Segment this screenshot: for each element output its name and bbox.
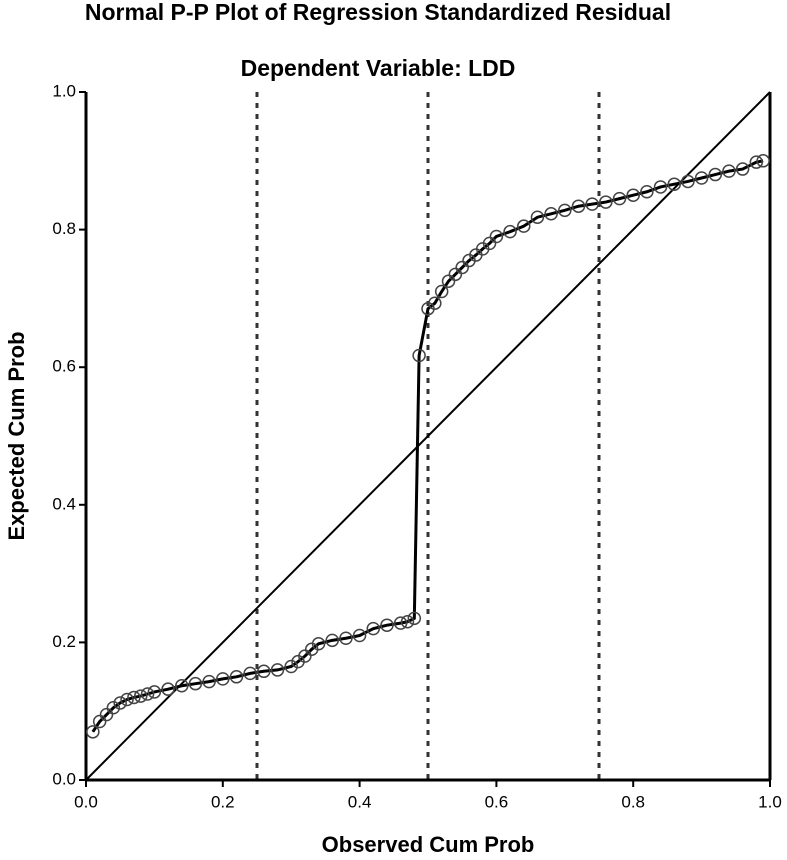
data-point (311, 637, 326, 651)
chart-title: Normal P-P Plot of Regression Standardiz… (85, 0, 671, 25)
data-point (133, 689, 148, 703)
data-point (393, 616, 408, 630)
data-point (544, 207, 558, 221)
data-point (749, 155, 764, 169)
y-tick-label: 0.6 (52, 357, 76, 376)
data-point (352, 628, 367, 643)
data-point (188, 676, 203, 691)
data-point (339, 631, 353, 646)
y-tick-label: 0.0 (52, 769, 76, 788)
data-point (599, 195, 613, 209)
data-point (161, 682, 175, 696)
data-point (681, 174, 695, 189)
data-point (325, 633, 339, 648)
data-point (407, 611, 422, 626)
x-tick-label: 0.8 (621, 792, 645, 811)
x-tick-label: 0.4 (348, 792, 372, 811)
data-point (482, 236, 497, 251)
data-point (455, 260, 469, 275)
data-point (434, 284, 449, 299)
data-line (91, 159, 764, 733)
data-point (113, 696, 127, 710)
data-point (92, 714, 107, 729)
data-point (735, 162, 750, 176)
data-point (106, 701, 121, 715)
data-point (448, 267, 463, 282)
data-point (558, 203, 572, 218)
data-point (722, 164, 736, 178)
data-point (127, 690, 141, 705)
y-tick-label: 0.4 (52, 494, 76, 513)
diagonal-line (85, 91, 771, 781)
data-point (428, 296, 442, 310)
data-point (708, 167, 723, 182)
data-point (298, 649, 312, 663)
data-point (147, 685, 162, 699)
y-tick-label: 1.0 (52, 81, 76, 100)
data-point (756, 154, 770, 168)
y-tick-label: 0.8 (52, 219, 76, 238)
data-point (612, 191, 627, 206)
x-tick-label: 0.2 (211, 792, 235, 811)
data-point (653, 180, 668, 194)
data-point (489, 229, 504, 244)
data-point (86, 725, 100, 739)
data-point (640, 185, 654, 199)
data-point (400, 615, 415, 629)
data-point (175, 678, 189, 693)
data-point (99, 707, 114, 722)
data-point (380, 618, 394, 632)
data-point (503, 224, 517, 239)
data-point (626, 188, 640, 202)
data-point (366, 621, 381, 636)
data-point (140, 687, 155, 701)
data-point (694, 171, 709, 185)
data-point (257, 664, 271, 679)
data-point (202, 674, 216, 689)
data-point (412, 348, 426, 363)
data-point (530, 210, 545, 224)
data-point (441, 274, 456, 288)
x-tick-label: 1.0 (758, 792, 782, 811)
x-tick-label: 0.6 (485, 792, 509, 811)
data-point (120, 692, 134, 707)
data-point (243, 666, 257, 681)
x-tick-label: 0.0 (74, 792, 98, 811)
y-tick-label: 0.2 (52, 632, 76, 651)
data-point (270, 663, 285, 677)
data-point (517, 219, 531, 233)
data-point (585, 197, 599, 211)
data-point (229, 670, 244, 684)
y-axis-label: Expected Cum Prob (4, 331, 29, 540)
data-point (571, 199, 586, 213)
data-point (667, 177, 681, 191)
data-point (284, 659, 298, 674)
data-point (216, 672, 230, 686)
chart-subtitle: Dependent Variable: LDD (241, 55, 516, 81)
x-axis-label: Observed Cum Prob (322, 832, 535, 857)
